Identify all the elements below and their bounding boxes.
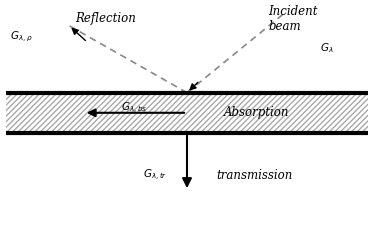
Text: $\mathit{G_\lambda}$: $\mathit{G_\lambda}$ — [320, 41, 333, 55]
Text: $\mathit{G_{\lambda,bs}}$: $\mathit{G_{\lambda,bs}}$ — [121, 101, 147, 116]
Bar — [6, 93, 368, 133]
Text: Reflection: Reflection — [76, 12, 137, 26]
Text: Incident
beam: Incident beam — [268, 5, 318, 33]
Text: $\mathit{G_{\lambda,\rho}}$: $\mathit{G_{\lambda,\rho}}$ — [10, 30, 33, 44]
Text: transmission: transmission — [217, 169, 293, 182]
Text: Absorption: Absorption — [224, 106, 289, 119]
Text: $\mathit{G_{\lambda,tr}}$: $\mathit{G_{\lambda,tr}}$ — [143, 168, 167, 183]
